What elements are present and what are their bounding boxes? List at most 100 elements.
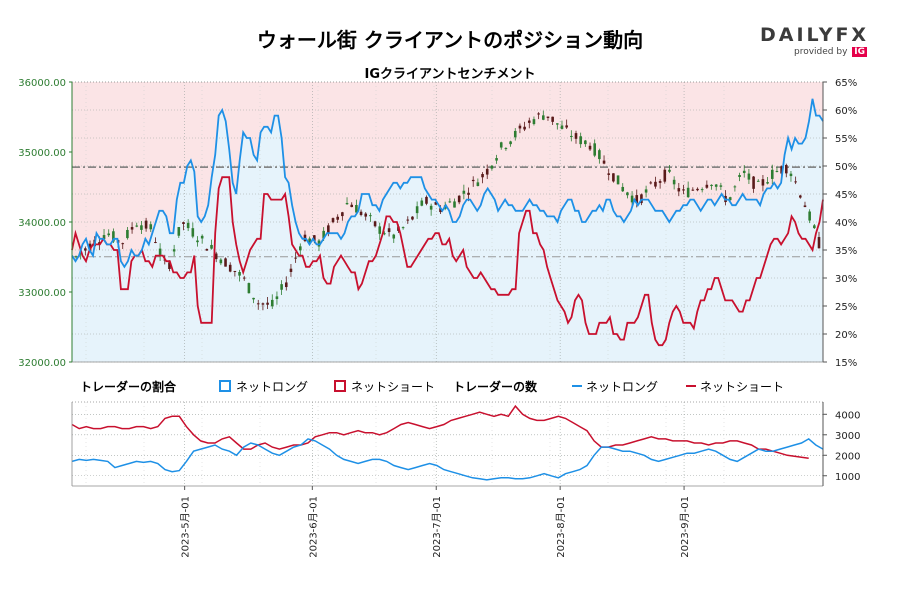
x-tick-label: 2023-6月-01 xyxy=(307,496,319,558)
candle-body xyxy=(369,215,372,217)
candle-body xyxy=(168,262,171,269)
candle-body xyxy=(144,220,148,229)
candle-body xyxy=(406,219,410,221)
candle-body xyxy=(284,282,288,288)
candle-body xyxy=(719,185,723,187)
candle-body xyxy=(420,200,424,206)
left-tick-label: 35000.00 xyxy=(18,148,66,159)
candle-body xyxy=(84,248,87,251)
candle-body xyxy=(649,182,653,184)
candle-body xyxy=(98,242,101,244)
long-area-fill xyxy=(72,98,823,363)
candle-body xyxy=(799,195,802,198)
candle-body xyxy=(327,225,330,234)
candle-body xyxy=(186,222,190,229)
candle-body xyxy=(513,130,517,138)
candle-body xyxy=(728,197,732,201)
candle-body xyxy=(182,222,185,224)
candle-body xyxy=(803,205,807,208)
candle-body xyxy=(696,188,699,191)
candle-body xyxy=(392,234,396,239)
legend-count-long-label[interactable]: ネットロング xyxy=(586,380,658,394)
count-right-tick-label: 1000 xyxy=(835,472,860,483)
candle-body xyxy=(658,181,662,183)
candle-body xyxy=(813,225,816,229)
candle-body xyxy=(401,227,405,229)
x-tick-label: 2023-5月-01 xyxy=(180,496,192,558)
candle-body xyxy=(434,202,438,205)
count-panel-grid xyxy=(72,402,823,486)
candle-body xyxy=(789,173,793,177)
candle-body xyxy=(387,228,391,233)
candle-body xyxy=(135,225,139,227)
candle-body xyxy=(280,284,283,290)
candle-body xyxy=(364,213,368,217)
candle-body xyxy=(546,116,550,118)
candle-body xyxy=(359,211,363,215)
candle-body xyxy=(425,196,428,204)
candle-body xyxy=(303,234,307,242)
candle-body xyxy=(710,184,713,187)
candle-body xyxy=(107,233,111,236)
candle-body xyxy=(570,135,573,138)
dailyfx-logo[interactable]: DAILYFX provided by IG xyxy=(760,24,870,64)
candle-body xyxy=(158,248,162,255)
candle-body xyxy=(471,179,475,182)
net-long-ratio-line xyxy=(71,98,824,269)
candle-body xyxy=(532,119,536,125)
candle-body xyxy=(373,221,377,227)
candle-body xyxy=(523,126,526,130)
count-right-tick-label: 3000 xyxy=(835,431,860,442)
candle-body xyxy=(448,201,452,203)
candle-body xyxy=(626,192,629,196)
candle-body xyxy=(350,204,354,208)
count-lines xyxy=(71,404,824,481)
legend-ratio-long-label[interactable]: ネットロング xyxy=(236,380,308,394)
price-candles xyxy=(74,110,821,311)
candle-body xyxy=(784,164,788,174)
candle-body xyxy=(621,186,625,192)
right-tick-label: 25% xyxy=(835,302,857,313)
candle-body xyxy=(761,179,765,186)
candle-body xyxy=(205,248,209,251)
candle-body xyxy=(261,303,265,305)
legend-ratio-short-swatch xyxy=(334,380,346,392)
logo-provided-by-text: provided by xyxy=(794,47,848,57)
candle-body xyxy=(336,216,339,220)
page-title: ウォール街 クライアントのポジション動向 xyxy=(256,28,644,52)
candle-body xyxy=(355,204,358,213)
candle-body xyxy=(247,283,251,294)
candle-body xyxy=(439,208,442,213)
candle-body xyxy=(770,169,774,179)
x-tick-label: 2023-7月-01 xyxy=(431,496,443,558)
candle-body xyxy=(476,182,480,187)
candle-body xyxy=(228,264,232,272)
candle-body xyxy=(672,179,676,185)
candle-body xyxy=(663,169,667,182)
candle-body xyxy=(682,189,685,191)
candle-body xyxy=(219,259,223,264)
candle-body xyxy=(756,180,760,182)
x-tick-label: 2023-8月-01 xyxy=(555,496,567,558)
legend-count-short-label[interactable]: ネットショート xyxy=(700,380,784,394)
candle-body xyxy=(308,238,311,243)
candle-body xyxy=(677,188,681,192)
candle-body xyxy=(177,227,181,236)
legend-ratio-heading: トレーダーの割合 xyxy=(80,379,177,394)
logo-provided-by: provided by IG xyxy=(794,47,868,57)
candle-body xyxy=(242,277,246,279)
candle-body xyxy=(588,145,592,150)
candle-body xyxy=(313,235,316,241)
legend-ratio-short-label[interactable]: ネットショート xyxy=(351,380,435,394)
candle-body xyxy=(733,186,737,188)
logo-brand-text: DAILYFX xyxy=(760,24,870,46)
candle-body xyxy=(453,201,456,208)
candle-body xyxy=(126,229,129,239)
candle-body xyxy=(775,170,779,172)
candle-body xyxy=(210,244,213,249)
candle-body xyxy=(378,226,382,234)
candle-body xyxy=(331,218,335,223)
candle-body xyxy=(317,240,321,247)
chart-subtitle: IGクライアントセンチメント xyxy=(364,67,536,82)
